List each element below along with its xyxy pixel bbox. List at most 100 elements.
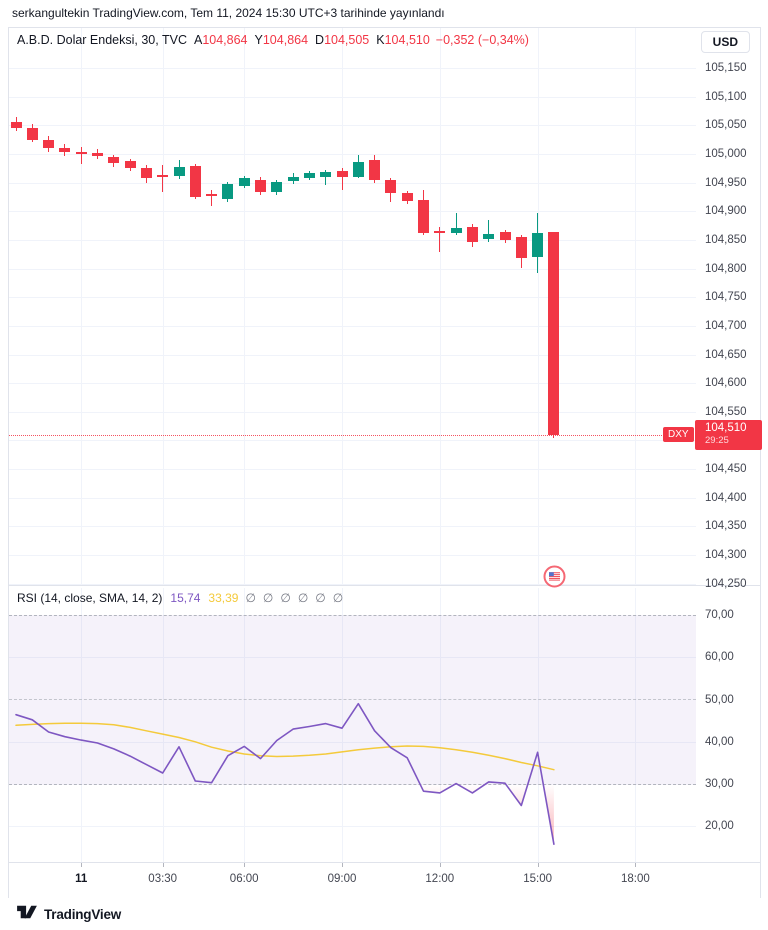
candle — [59, 148, 71, 152]
time-tick — [635, 863, 637, 867]
gridline — [9, 826, 696, 828]
last-price-dotted-line — [9, 434, 696, 436]
price-tick-label: 104,450 — [705, 463, 747, 476]
candle — [369, 160, 381, 180]
time-label: 09:00 — [327, 873, 357, 885]
gridline — [9, 354, 696, 356]
gridline — [81, 28, 83, 585]
gridline — [9, 383, 696, 385]
time-tick — [162, 863, 164, 867]
gridline — [9, 297, 696, 299]
rsi-plot — [15, 702, 555, 846]
footer: TradingView — [16, 903, 121, 926]
gridline — [342, 28, 343, 585]
time-tick — [244, 863, 246, 867]
candle — [434, 231, 446, 233]
currency-usd-button[interactable]: USD — [700, 31, 750, 53]
panel-separator[interactable] — [9, 585, 760, 586]
symbol-legend[interactable]: A.B.D. Dolar Endeksi, 30, TVC A104,864 Y10… — [17, 33, 529, 47]
candle — [499, 231, 511, 240]
gridline — [9, 239, 696, 241]
candle — [287, 176, 299, 182]
price-tick-label: 104,250 — [705, 577, 747, 590]
gridline — [9, 657, 696, 659]
price-tick-label: 104,300 — [705, 549, 747, 561]
time-tick — [537, 863, 539, 867]
gridline — [9, 497, 696, 499]
time-label: 12:00 — [425, 873, 455, 885]
time-tick — [81, 863, 83, 867]
rsi-empty-value: ∅ — [280, 591, 291, 605]
tradingview-brand[interactable]: TradingView — [44, 907, 122, 922]
rsi-pane[interactable] — [9, 588, 696, 862]
rsi-band — [9, 615, 696, 785]
candle — [466, 227, 478, 243]
candle — [173, 166, 185, 177]
rsi-tick-label: 60,00 — [705, 651, 734, 664]
chart-container: A.B.D. Dolar Endeksi, 30, TVC A104,864 Y10… — [8, 27, 762, 899]
gridline — [9, 583, 696, 585]
ohlc-close: K104,510 — [376, 33, 430, 47]
ohlc-low: D104,505 — [315, 33, 370, 47]
change-value: −0,352 (−0,34%) — [435, 33, 529, 47]
price-tick-label: 104,750 — [705, 291, 747, 304]
gridline — [162, 588, 164, 862]
gridline — [244, 28, 246, 585]
candle-wick — [439, 227, 441, 253]
candle — [108, 157, 120, 164]
price-tick-label: 105,000 — [705, 147, 747, 160]
last-price: 104,510 — [705, 421, 747, 434]
rsi-tick-label: 70,00 — [705, 609, 734, 621]
candle-wick — [211, 189, 213, 206]
candle — [320, 172, 332, 177]
last-price-label: 104,510 29:25 — [695, 419, 762, 450]
candle — [483, 234, 495, 239]
gridline — [9, 469, 696, 471]
gridline — [9, 268, 696, 270]
candle — [222, 184, 234, 199]
candle-wick — [488, 220, 490, 243]
rsi-value: 15,74 — [170, 591, 201, 605]
rsi-legend[interactable]: RSI (14, close, SMA, 14, 2) 15,74 33,39 ∅ ∅ ∅… — [17, 591, 343, 605]
gridline — [537, 28, 539, 585]
gridline — [9, 182, 696, 184]
gridline — [9, 325, 696, 327]
gridline — [9, 68, 696, 69]
price-pane[interactable] — [9, 28, 696, 585]
rsi-tick-label: 20,00 — [705, 820, 734, 833]
candle-wick — [80, 147, 82, 165]
price-tick-label: 104,700 — [705, 319, 747, 332]
gridline — [9, 526, 696, 528]
gridline — [9, 96, 696, 98]
rsi-tick-label: 50,00 — [705, 693, 734, 706]
gridline — [635, 588, 637, 862]
tradingview-logo-icon[interactable] — [16, 903, 38, 926]
candle — [43, 140, 55, 149]
rsi-ma-value: 33,39 — [208, 591, 239, 605]
gridline — [342, 588, 343, 862]
candle — [238, 178, 250, 186]
time-axis[interactable]: 11 03:30 06:00 09:00 12:00 15:00 18:00 — [9, 862, 760, 899]
us-flag-event-icon[interactable] — [543, 565, 566, 588]
gridline — [9, 440, 696, 442]
rsi-empty-value: ∅ — [262, 591, 274, 605]
candle — [418, 199, 429, 233]
ohlc-high: Y104,864 — [254, 33, 309, 47]
price-tick-label: 105,150 — [705, 62, 747, 74]
price-tick-label: 104,550 — [705, 405, 747, 418]
price-tick-label: 105,100 — [705, 90, 747, 103]
gridline — [537, 588, 539, 862]
price-tick-label: 104,850 — [705, 233, 747, 246]
gridline — [81, 588, 83, 862]
rsi-empty-value: ∅ — [332, 591, 344, 605]
rsi-empty-value: ∅ — [297, 591, 309, 605]
candle — [10, 121, 22, 128]
candle — [385, 179, 397, 193]
time-tick — [342, 863, 343, 867]
price-tick-label: 104,600 — [705, 377, 747, 390]
candle — [271, 182, 283, 193]
rsi-middle-dashed-line — [9, 699, 696, 700]
candle — [352, 162, 364, 177]
rsi-tick-label: 40,00 — [705, 735, 734, 748]
